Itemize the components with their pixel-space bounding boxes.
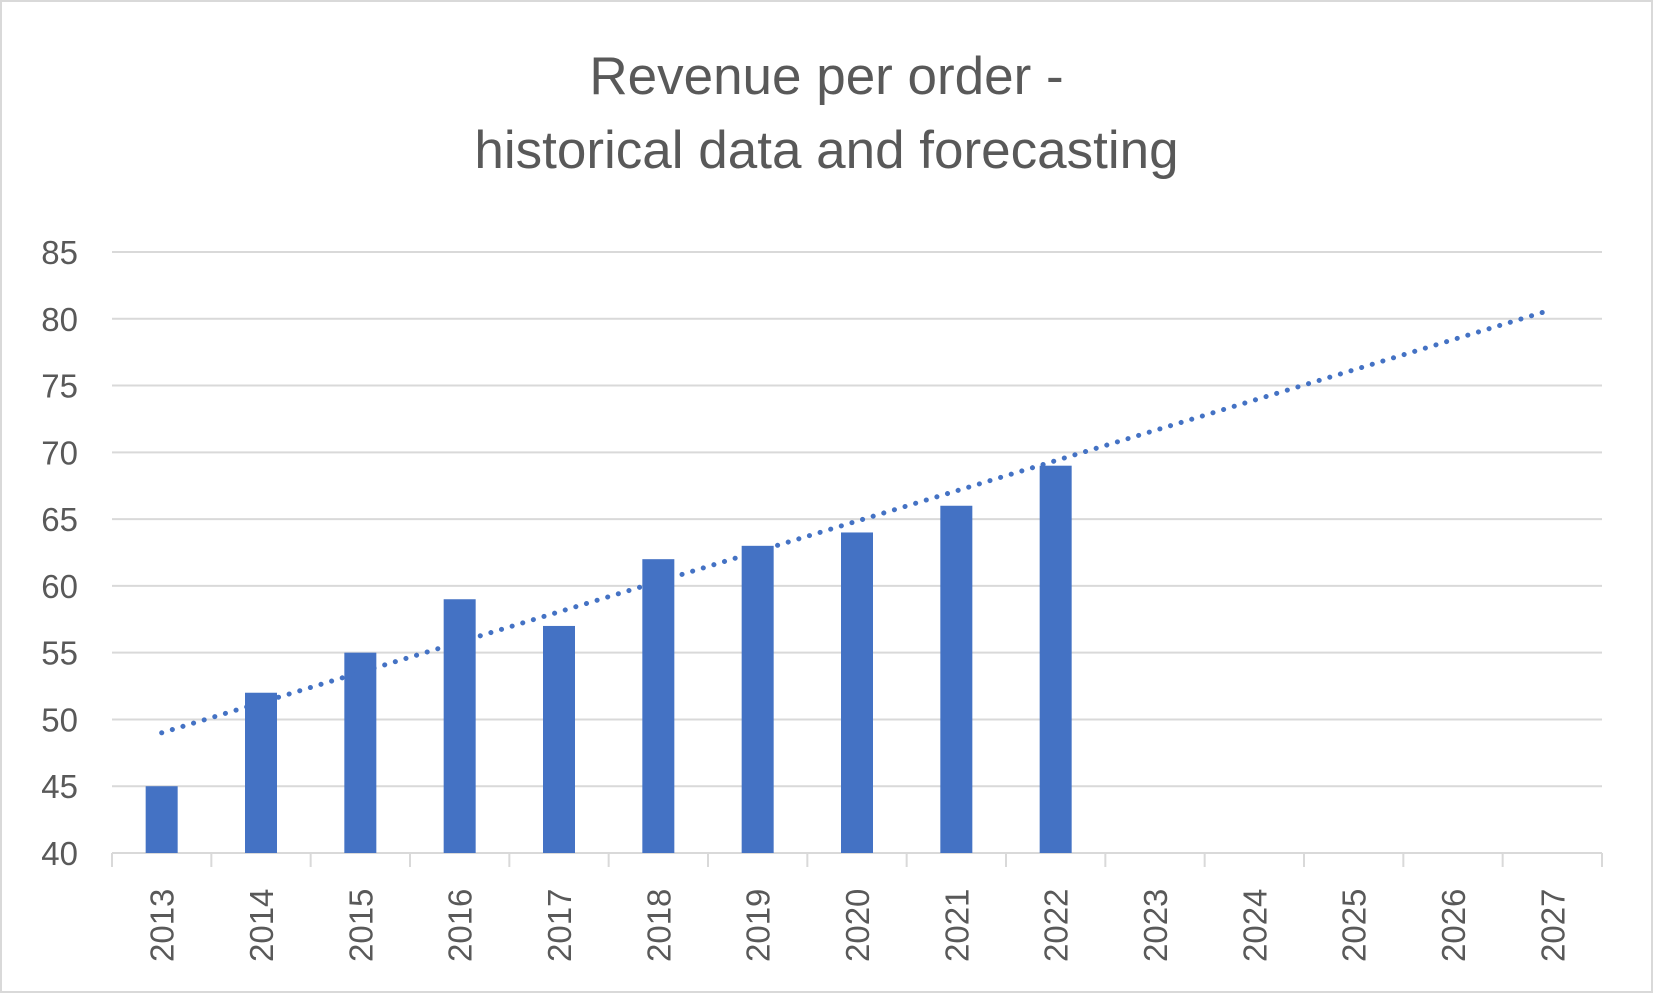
- x-tick-label: 2023: [1137, 889, 1174, 962]
- trendline-path: [159, 306, 1555, 736]
- x-tick-label: 2015: [342, 889, 379, 962]
- x-tick-label: 2016: [442, 889, 479, 962]
- bar: [344, 652, 377, 853]
- trendline: [159, 306, 1555, 736]
- bar: [741, 545, 774, 853]
- x-tick-label: 2019: [740, 889, 777, 962]
- bar: [940, 505, 973, 853]
- bar: [245, 692, 277, 853]
- x-tick-label: 2026: [1435, 889, 1472, 962]
- x-tick-label: 2018: [640, 889, 677, 962]
- bar: [841, 532, 873, 853]
- x-tick-label: 2025: [1336, 889, 1373, 962]
- bar: [543, 625, 575, 853]
- y-tick-label: 55: [41, 635, 78, 672]
- bars: [145, 465, 1072, 853]
- x-tick-label: 2013: [144, 889, 181, 962]
- x-tick-label: 2021: [938, 889, 975, 962]
- x-tick-label: 2017: [541, 889, 578, 962]
- x-tick-label: 2020: [839, 889, 876, 962]
- y-tick-label: 60: [41, 568, 78, 605]
- y-tick-label: 80: [41, 301, 78, 338]
- axes: [111, 852, 1603, 867]
- y-tick-label: 50: [41, 701, 78, 738]
- bar: [1039, 465, 1072, 853]
- y-tick-label: 70: [41, 434, 78, 471]
- chart-title-line-2: historical data and forecasting: [474, 121, 1179, 180]
- y-tick-label: 75: [41, 368, 78, 405]
- y-tick-label: 45: [41, 768, 78, 805]
- x-tick-label: 2022: [1038, 889, 1075, 962]
- bar: [642, 559, 675, 853]
- y-tick-label: 85: [41, 234, 78, 271]
- y-tick-label: 40: [41, 835, 78, 872]
- x-tick-label: 2027: [1534, 889, 1571, 962]
- bar: [145, 786, 178, 853]
- x-tick-label: 2024: [1236, 889, 1273, 962]
- x-tick-label: 2014: [243, 889, 280, 962]
- y-tick-label: 65: [41, 501, 78, 538]
- chart-title: Revenue per order - historical data and …: [2, 40, 1651, 188]
- chart-title-line-1: Revenue per order -: [589, 47, 1064, 106]
- tick-labels: 40 45 50 55 60 65 70 75 80 85 2013 2014 2015 2016 2017…: [41, 234, 1571, 962]
